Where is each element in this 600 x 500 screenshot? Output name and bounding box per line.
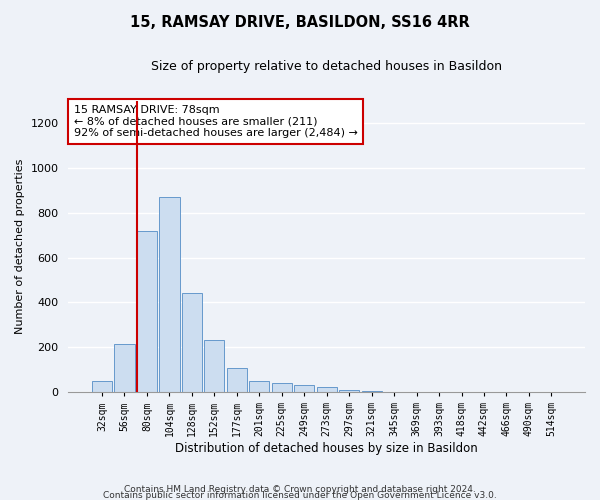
Bar (294, 386, 314, 392)
Bar (227, 368, 247, 392)
Text: 15 RAMSAY DRIVE: 78sqm
← 8% of detached houses are smaller (211)
92% of semi-det: 15 RAMSAY DRIVE: 78sqm ← 8% of detached … (74, 105, 358, 138)
X-axis label: Distribution of detached houses by size in Basildon: Distribution of detached houses by size … (175, 442, 478, 455)
Title: Size of property relative to detached houses in Basildon: Size of property relative to detached ho… (151, 60, 502, 73)
Bar (115, 344, 134, 392)
Bar (137, 230, 157, 392)
Bar (92, 381, 112, 392)
Bar (339, 390, 359, 392)
Text: Contains HM Land Registry data © Crown copyright and database right 2024.: Contains HM Land Registry data © Crown c… (124, 485, 476, 494)
Bar (249, 382, 269, 392)
Y-axis label: Number of detached properties: Number of detached properties (15, 158, 25, 334)
Bar (204, 340, 224, 392)
Bar (362, 391, 382, 392)
Bar (182, 294, 202, 392)
Bar (159, 197, 179, 392)
Bar (317, 387, 337, 392)
Text: 15, RAMSAY DRIVE, BASILDON, SS16 4RR: 15, RAMSAY DRIVE, BASILDON, SS16 4RR (130, 15, 470, 30)
Bar (272, 383, 292, 392)
Text: Contains public sector information licensed under the Open Government Licence v3: Contains public sector information licen… (103, 490, 497, 500)
